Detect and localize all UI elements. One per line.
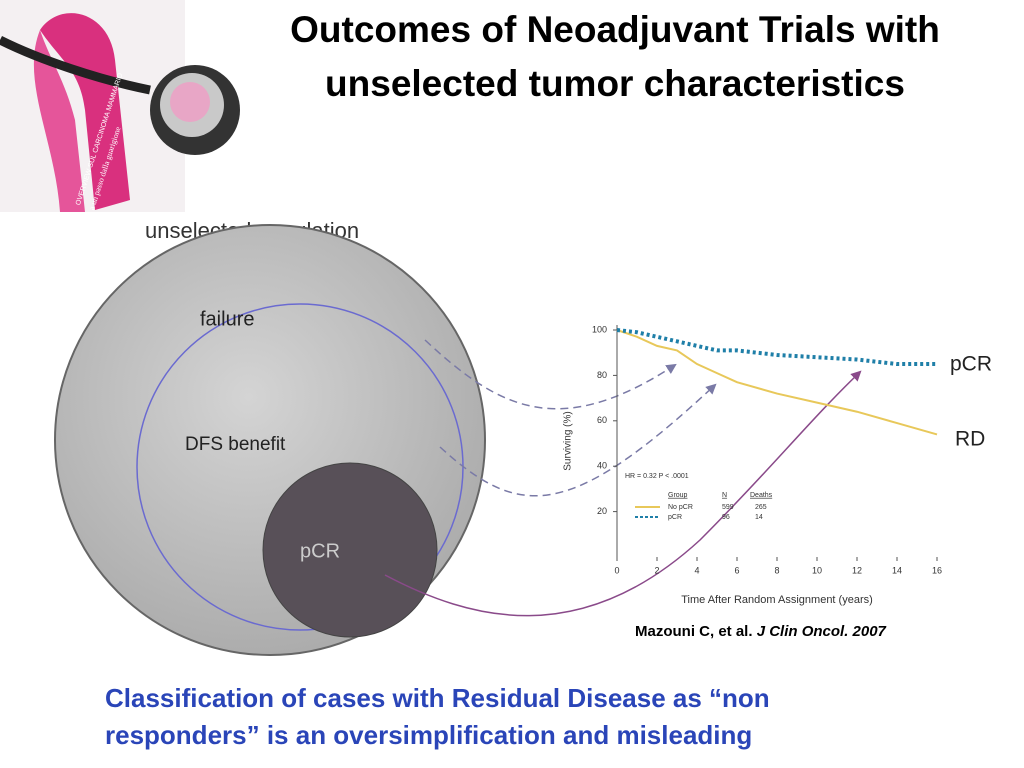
- title: unselected tumor characteristics: [325, 63, 905, 104]
- stethoscope-tube: [0, 35, 151, 95]
- y-tick-label: 40: [597, 461, 607, 471]
- survival-chart: Surviving (%) Time After Random Assignme…: [563, 324, 992, 606]
- ribbon: [33, 30, 85, 212]
- legend-header: Deaths: [750, 492, 773, 499]
- legend-deaths: 265: [755, 504, 767, 511]
- x-tick-label: 4: [694, 565, 699, 575]
- legend-deaths: 14: [755, 514, 763, 521]
- legend-n: 96: [722, 514, 730, 521]
- inner-label: pCR: [300, 540, 340, 562]
- legend-name: No pCR: [668, 504, 693, 511]
- legend-header: N: [722, 492, 727, 499]
- ribbon: [40, 13, 130, 210]
- x-tick-label: 2: [654, 565, 659, 575]
- legend-header: Group: [668, 492, 688, 499]
- y-tick-label: 60: [597, 415, 607, 425]
- x-tick-label: 6: [734, 565, 739, 575]
- x-tick-label: 0: [614, 565, 619, 575]
- legend-n: 599: [722, 504, 734, 511]
- y-tick-label: 80: [597, 370, 607, 380]
- stats: HR = 0.32 P < .0001: [625, 473, 689, 480]
- y-tick-label: 20: [597, 506, 607, 516]
- citation-authors: Mazouni C, et al.: [635, 623, 753, 640]
- title: Outcomes of Neoadjuvant Trials with: [290, 9, 940, 50]
- x-tick-label: 14: [892, 565, 902, 575]
- inner-circle: [262, 462, 438, 638]
- citation: Mazouni C, et al. J Clin Oncol. 2007: [635, 623, 887, 640]
- y-axis-label: Surviving (%): [563, 411, 574, 470]
- x-axis-label: Time After Random Assignment (years): [681, 594, 873, 606]
- citation-journal: J Clin Oncol. 2007: [757, 623, 887, 640]
- x-tick-label: 16: [932, 565, 942, 575]
- series-line: [616, 328, 937, 367]
- middle-label: DFS benefit: [185, 434, 286, 455]
- venn: unselected population failure DFS benefi…: [54, 218, 862, 656]
- legend-name: pCR: [668, 514, 682, 521]
- stethoscope-head: [170, 82, 210, 122]
- x-tick-label: 12: [852, 565, 862, 575]
- x-tick-label: 10: [812, 565, 822, 575]
- annotation: pCR: [950, 353, 992, 376]
- conclusion: responders” is an oversimplification and…: [105, 720, 752, 750]
- outer-label: failure: [200, 308, 254, 330]
- conclusion: Classification of cases with Residual Di…: [105, 683, 770, 713]
- arrow: [384, 370, 862, 617]
- annotation: RD: [955, 428, 985, 451]
- arrow: [439, 383, 717, 497]
- x-tick-label: 8: [774, 565, 779, 575]
- series-line: [616, 329, 938, 436]
- logo: OVERVIEW SUL CARCINOMA MAMMARIO a un pas…: [0, 0, 240, 212]
- arrow: [424, 339, 677, 410]
- y-tick-label: 100: [592, 324, 607, 334]
